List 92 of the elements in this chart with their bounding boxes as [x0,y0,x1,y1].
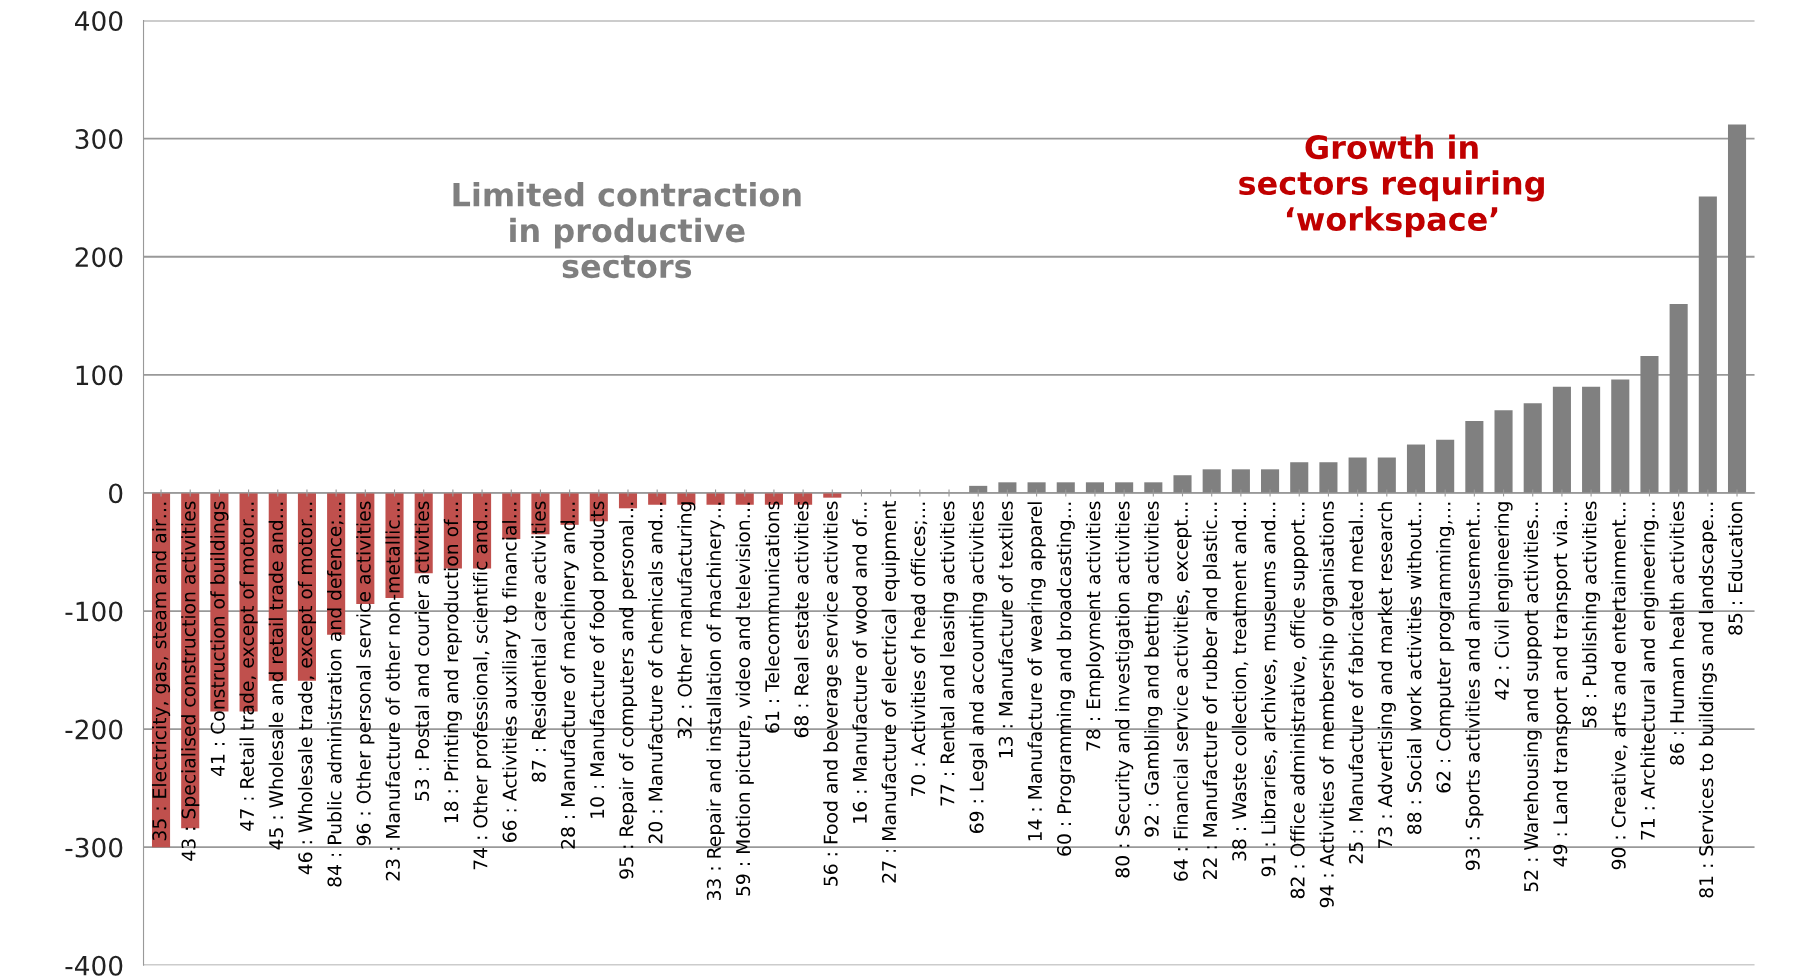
x-tick-label: 81 : Services to buildings and landscape… [1698,502,1717,898]
x-tick-label: 90 : Creative, arts and entertainment… [1611,502,1628,870]
x-tick-label: 53 : Postal and courier activities [414,501,430,801]
bar [1085,482,1104,493]
x-tick-label: 25 : Manufacture of fabricated metal… [1348,502,1364,864]
x-tick-label: 96 : Other personal service activities [356,501,375,846]
x-tick-label: 91 : Libraries, archives, museums and… [1260,502,1278,877]
x-tick-label: 85 : Education [1727,502,1743,635]
x-tick-label: 68 : Real estate activities [794,501,809,738]
x-tick-label: 95 : Repair of computers and personal… [618,502,638,879]
x-tick-label: 35 : Electricity, gas, steam and air… [151,502,171,841]
x-tick-label: 92 : Gambling and betting activities [1144,501,1163,837]
x-tick-label: 56 : Food and beverage service activities [823,501,842,886]
x-tick-label: 69 : Legal and accounting activities [969,501,988,833]
x-tick-label: 87 : Residential care activities [531,501,546,782]
x-tick-label: 94 : Activities of membership organisations [1319,501,1338,908]
y-tick-label: -300 [65,837,123,858]
x-tick-label: 60 : Programming and broadcasting… [1056,502,1075,856]
x-tick-label: 16 : Manufacture of wood and of… [852,502,867,823]
bar [1494,410,1513,493]
bar [1523,403,1542,493]
y-tick-label: 400 [75,11,123,31]
bar [1348,457,1367,493]
x-tick-label: 33 : Repair and installation of machinery… [706,502,725,901]
bar [1552,386,1571,493]
bar [1290,462,1309,493]
y-tick-label: 200 [75,247,123,268]
x-tick-label: 43 : Specialised construction activities [181,501,200,861]
x-tick-label: 78 : Employment activities [1085,501,1105,751]
x-tick-label: 93 : Sports activities and amusement… [1465,502,1484,871]
x-tick-label: 58 : Publishing activities [1582,501,1601,728]
bar [1698,196,1717,493]
x-tick-label: 88 : Social work activities without… [1406,502,1422,835]
x-tick-label: 66 : Activities auxiliary to financial… [502,502,521,843]
bar [1611,379,1630,493]
x-tick-label: 47 : Retail trade, except of motor… [239,502,258,831]
x-tick-label: 13 : Manufacture of textiles [998,501,1013,758]
x-tick-label: 45 : Wholesale and retail trade and… [268,502,284,850]
x-tick-label: 70 : Activities of head offices;… [910,502,928,796]
y-tick-label: -100 [65,601,123,622]
y-tick-label: -200 [65,719,123,740]
bar [1377,457,1396,493]
bar [1173,475,1192,493]
bar [1202,469,1221,493]
x-tick-label: 52 : Warehousing and support activities… [1523,502,1542,892]
x-tick-label: 80 : Security and investigation activities [1115,501,1134,878]
x-tick-label: 59 : Motion picture, video and television… [735,502,754,896]
y-tick-label: 100 [76,365,123,386]
x-tick-label: 14 : Manufacture of wearing apparel [1027,502,1046,841]
bar [1261,469,1280,493]
x-tick-label: 46 : Wholesale trade, except of motor… [297,502,317,875]
x-tick-label: 32 : Other manufacturing [677,502,696,739]
bar [1727,124,1747,493]
x-tick-label: 49 : Land transport and transport via… [1552,502,1571,867]
x-tick-label: 62 : Computer programming,… [1436,502,1455,793]
x-tick-label: 71 : Architectural and engineering… [1640,502,1659,840]
x-tick-label: 38 : Waste collection, treatment and… [1231,502,1249,861]
y-tick-label: 0 [109,483,123,504]
bar [1056,482,1075,493]
x-tick-label: 73 : Advertising and market research [1377,502,1396,848]
bar [1027,482,1046,493]
bar [998,482,1017,493]
x-tick-label: 41 : Construction of buildings [210,501,229,776]
x-tick-label: 10 : Manufacture of food products [589,501,608,818]
bar [1319,462,1338,493]
bar [1406,444,1426,493]
x-tick-label: 77 : Rental and leasing activities [939,501,959,806]
bar [1669,304,1688,493]
x-tick-label: 86 : Human health activities [1669,501,1685,765]
x-tick-label: 27 : Manufacture of electrical equipment [881,501,900,883]
annotation: Limited contraction in productive sectors [453,181,801,279]
y-tick-label: -400 [65,955,123,976]
bar [1640,355,1659,493]
x-tick-label: 84 : Public administration and defence;… [327,502,344,887]
bar [1465,420,1484,493]
annotation: Growth in sectors requiring ‘workspace’ [1239,134,1544,238]
x-tick-label: 20 : Manufacture of chemicals and… [648,502,663,844]
bar [1115,482,1134,493]
bar [1582,386,1601,493]
bar [1231,469,1250,493]
x-tick-label: 82 : Office administrative, office support… [1290,502,1309,899]
x-tick-label: 23 : Manufacture of other non-metallic… [385,502,400,881]
x-tick-label: 64 : Financial service activities, except… [1173,502,1192,881]
x-tick-label: 42 : Civil engineering [1494,502,1513,700]
x-tick-label: 28 : Manufacture of machinery and… [560,502,579,849]
x-tick-label: 74 : Other professional, scientific and… [472,502,492,870]
y-tick-label: 300 [75,129,123,150]
x-tick-label: 61 : Telecommunications [764,501,780,733]
x-tick-label: 22 : Manufacture of rubber and plastic… [1202,502,1221,880]
x-tick-label: 18 : Printing and reproduction of… [443,502,462,823]
bar [1436,439,1455,493]
bar [1144,482,1163,493]
